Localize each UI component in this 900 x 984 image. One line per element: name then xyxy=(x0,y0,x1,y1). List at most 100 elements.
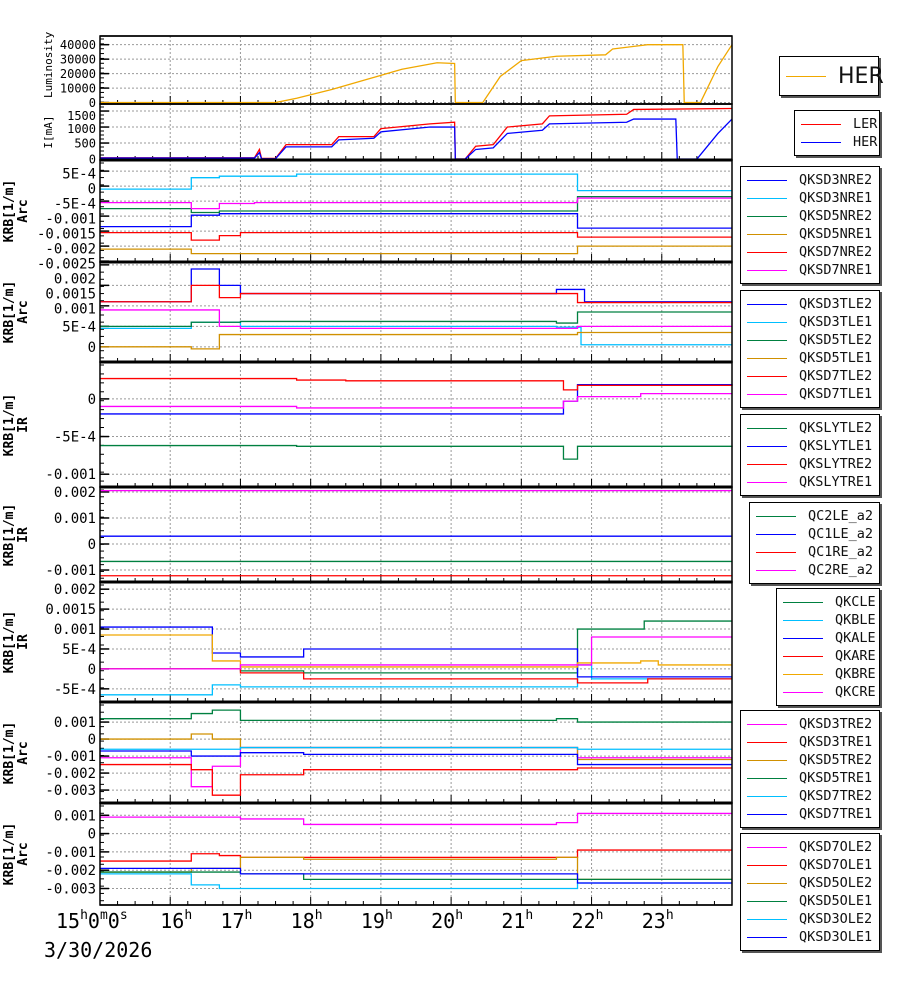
series-line-qksd7ole1 xyxy=(100,849,732,862)
legend-entry: QC2RE_a2 xyxy=(750,561,879,579)
series-line-qkbre xyxy=(100,634,732,668)
x-tick-hour: 23 xyxy=(641,909,666,933)
y-tick-label: -0.003 xyxy=(45,783,96,799)
y-tick-label: 0.002 xyxy=(54,582,96,598)
series-line-qksd7ole2 xyxy=(100,812,732,826)
x-tick-hour: 18 xyxy=(290,909,315,933)
series-line-qksd3nre1 xyxy=(100,173,732,192)
y-tick-label: -0.001 xyxy=(45,467,96,483)
y-axis-label: Luminosity xyxy=(42,31,55,98)
legend-swatch xyxy=(783,673,823,675)
y-tick-label: -5E-4 xyxy=(54,196,96,212)
panel-9: 0.001 0 -0.001 -0.002 -0.003 xyxy=(45,801,733,906)
legend-swatch xyxy=(747,759,787,761)
start-minute: 0 xyxy=(87,909,100,933)
x-tick-hour-unit: h xyxy=(525,908,534,923)
x-tick-label: 22h xyxy=(572,908,604,933)
legend-entry: QKSD7NRE2 xyxy=(741,243,879,261)
legend-swatch xyxy=(783,637,823,639)
legend-label: QKSD5NRE2 xyxy=(799,208,873,224)
legend-label: QKSLYTRE1 xyxy=(799,474,873,490)
series-line-qkslytle2 xyxy=(100,444,733,460)
y-axis-label: KRB[1/m] IR xyxy=(2,610,31,674)
legend-entry: QKSD7TLE1 xyxy=(741,385,879,403)
legend-panel-2: LER HER xyxy=(794,110,880,156)
legend-label: QKARE xyxy=(835,648,876,664)
legend-entry: QKSD5TRE2 xyxy=(741,751,879,769)
legend-swatch xyxy=(747,741,787,743)
legend-entry: QKSD7OLE1 xyxy=(741,856,879,874)
legend-swatch xyxy=(747,251,787,253)
y-axis-label: KRB[1/m] Arc xyxy=(2,280,31,344)
y-tick-label: 1000 xyxy=(67,122,96,136)
legend-label: QKSD7OLE1 xyxy=(799,857,873,873)
legend-swatch xyxy=(747,463,787,465)
legend-swatch xyxy=(756,515,796,517)
legend-label: QKBRE xyxy=(835,666,876,682)
legend-swatch xyxy=(756,569,796,571)
legend-panel-3: QKSD3NRE2 QKSD3NRE1 QKSD5NRE2 QKSD5NRE1 QKSD… xyxy=(740,166,880,284)
legend-swatch xyxy=(747,427,787,429)
legend-label: QKCLE xyxy=(835,594,876,610)
panel-7: 0.002 0.0015 0.001 5E-4 0 -5E-4 xyxy=(45,580,733,703)
start-second-unit: s xyxy=(119,908,128,923)
legend-swatch xyxy=(747,481,787,483)
legend-label: QKSD3OLE2 xyxy=(799,911,873,927)
y-tick-label: 0.001 xyxy=(54,511,96,527)
y-tick-label: 0 xyxy=(88,181,96,197)
legend-entry: QC1LE_a2 xyxy=(750,525,879,543)
legend-swatch xyxy=(747,197,787,199)
series-line-ler xyxy=(100,107,733,160)
legend-label: QC1RE_a2 xyxy=(808,544,874,560)
legend-panel-7: QKCLE QKBLE QKALE QKARE QKBRE QKCRE xyxy=(776,588,880,706)
legend-label: QKCRE xyxy=(835,684,876,700)
legend-label: QKSD3OLE1 xyxy=(799,929,873,945)
legend-swatch xyxy=(747,269,787,271)
legend-swatch xyxy=(747,233,787,235)
legend-entry: QKARE xyxy=(777,647,879,665)
legend-label: QKSD3TRE1 xyxy=(799,734,873,750)
y-axis-label: I[mA] xyxy=(42,115,55,149)
legend-label: HER xyxy=(838,63,884,89)
y-tick-label: 0.002 xyxy=(54,485,96,501)
series-line-qksd5tre1 xyxy=(100,709,732,723)
legend-entry: QKALE xyxy=(777,629,879,647)
legend-swatch xyxy=(783,601,823,603)
legend-entry: HER xyxy=(795,133,879,151)
y-tick-label: 0 xyxy=(88,827,96,843)
legend-label: QKSD3TLE1 xyxy=(799,314,873,330)
y-tick-label: 0.0015 xyxy=(45,602,96,618)
legend-swatch xyxy=(747,777,787,779)
y-tick-label: -0.003 xyxy=(45,882,96,898)
legend-swatch xyxy=(747,882,787,884)
legend-entry: QKSD7TRE2 xyxy=(741,787,879,805)
legend-label: LER xyxy=(853,116,878,132)
y-tick-label: 0.001 xyxy=(54,808,96,824)
panel-frame xyxy=(99,486,733,583)
legend-entry: QKBRE xyxy=(777,665,879,683)
legend-label: QKSD7NRE2 xyxy=(799,244,873,260)
legend-swatch xyxy=(783,655,823,657)
legend-label: QKSD7TLE2 xyxy=(799,368,873,384)
y-tick-label: -0.001 xyxy=(45,845,96,861)
x-tick-hour: 19 xyxy=(360,909,385,933)
legend-label: QC1LE_a2 xyxy=(808,526,874,542)
y-tick-label: 500 xyxy=(74,136,96,150)
x-tick-label: 21h xyxy=(501,908,533,933)
legend-label: QKSD3TLE2 xyxy=(799,296,873,312)
y-axis-label: KRB[1/m] Arc xyxy=(2,822,31,886)
legend-entry: HER xyxy=(780,63,884,89)
legend-entry: QKSD3OLE2 xyxy=(741,910,879,928)
series-line-qksd7nre2 xyxy=(100,231,732,241)
legend-entry: QKSD7TRE1 xyxy=(741,805,879,823)
legend-entry: QKSD5TRE1 xyxy=(741,769,879,787)
legend-label: QKALE xyxy=(835,630,876,646)
y-tick-label: 0 xyxy=(89,96,96,110)
series-line-qksd3tre1 xyxy=(100,763,732,796)
legend-label: QKSLYTLE2 xyxy=(799,420,873,436)
legend-label: QKSD5TLE2 xyxy=(799,332,873,348)
y-axis-label: KRB[1/m] IR xyxy=(2,393,31,456)
